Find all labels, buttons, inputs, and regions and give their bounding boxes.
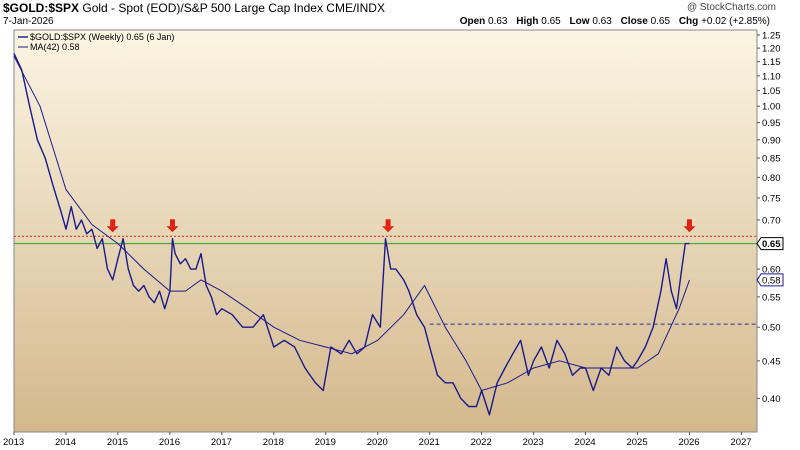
y-tick-label: 0.45 — [762, 356, 781, 367]
svg-text:0.65: 0.65 — [762, 239, 781, 250]
plot-area — [13, 29, 758, 433]
y-tick-label: 0.95 — [762, 118, 781, 129]
legend-ma-label: MA(42) 0.58 — [30, 42, 80, 52]
close-label: Close — [620, 16, 648, 27]
close-value: 0.65 — [650, 16, 671, 27]
low-value: 0.63 — [592, 16, 612, 27]
low-label: Low — [569, 16, 590, 27]
y-tick-label: 0.85 — [762, 154, 781, 165]
y-tick-label: 1.20 — [762, 44, 781, 55]
x-tick-label: 2020 — [367, 437, 388, 448]
y-tick-label: 0.60 — [762, 265, 781, 276]
y-tick-label: 0.40 — [762, 394, 781, 405]
x-tick-label: 2013 — [3, 437, 24, 448]
x-tick-label: 2017 — [211, 437, 232, 448]
open-label: Open — [459, 16, 486, 27]
chg-value: +0.02 (+2.85%) — [701, 16, 770, 27]
x-tick-label: 2025 — [626, 437, 647, 448]
y-tick-label: 1.00 — [762, 102, 781, 113]
chg-label: Chg — [678, 16, 699, 27]
x-tick-label: 2023 — [523, 437, 544, 448]
y-tick-label: 1.10 — [762, 71, 781, 82]
x-tick-label: 2015 — [107, 437, 128, 448]
x-tick-label: 2018 — [263, 437, 284, 448]
description: Gold - Spot (EOD)/S&P 500 Large Cap Inde… — [82, 1, 323, 15]
x-tick-label: 2016 — [159, 437, 180, 448]
y-tick-label: 1.25 — [762, 31, 781, 42]
peak-arrow-icon — [683, 219, 696, 233]
x-tick-label: 2027 — [730, 437, 751, 448]
symbol: $GOLD:$SPX — [3, 1, 80, 15]
y-tick-label: 1.15 — [762, 57, 781, 68]
peak-arrow-icon — [166, 219, 179, 233]
high-value: 0.65 — [541, 16, 561, 27]
y-tick-label: 1.05 — [762, 86, 781, 97]
price-line — [13, 53, 690, 416]
x-tick-label: 2014 — [55, 437, 76, 448]
svg-text:0.58: 0.58 — [762, 275, 781, 286]
last-value-tag: 0.65 — [756, 237, 784, 251]
y-tick-label: 0.50 — [762, 323, 781, 334]
y-tick-label: 0.75 — [762, 193, 781, 204]
x-tick-label: 2021 — [419, 437, 440, 448]
y-tick-label: 0.55 — [762, 292, 781, 303]
open-value: 0.63 — [488, 16, 508, 27]
peak-arrow-icon — [106, 219, 119, 233]
moving-average-line — [13, 55, 690, 391]
exchange: CME/INDX — [326, 1, 385, 15]
chart-title: $GOLD:$SPX Gold - Spot (EOD)/S&P 500 Lar… — [3, 1, 385, 15]
credit-link[interactable]: @ StockCharts.com — [686, 2, 776, 13]
y-tick-label: 0.90 — [762, 135, 781, 146]
high-label: High — [516, 16, 539, 27]
y-tick-label: 0.80 — [762, 173, 781, 184]
x-tick-label: 2026 — [678, 437, 699, 448]
ohlc-readout: Open 0.63 High 0.65 Low 0.63 Close 0.65 … — [454, 16, 770, 27]
x-tick-label: 2024 — [575, 437, 596, 448]
peak-arrow-icon — [382, 219, 395, 233]
legend-series-label: $GOLD:$SPX (Weekly) 0.65 (6 Jan) — [30, 32, 174, 42]
x-tick-label: 2022 — [471, 437, 492, 448]
y-tick-label: 0.70 — [762, 215, 781, 226]
chart-date: 7-Jan-2026 — [3, 16, 54, 27]
ma-value-tag: 0.58 — [756, 273, 784, 287]
x-tick-label: 2019 — [315, 437, 336, 448]
